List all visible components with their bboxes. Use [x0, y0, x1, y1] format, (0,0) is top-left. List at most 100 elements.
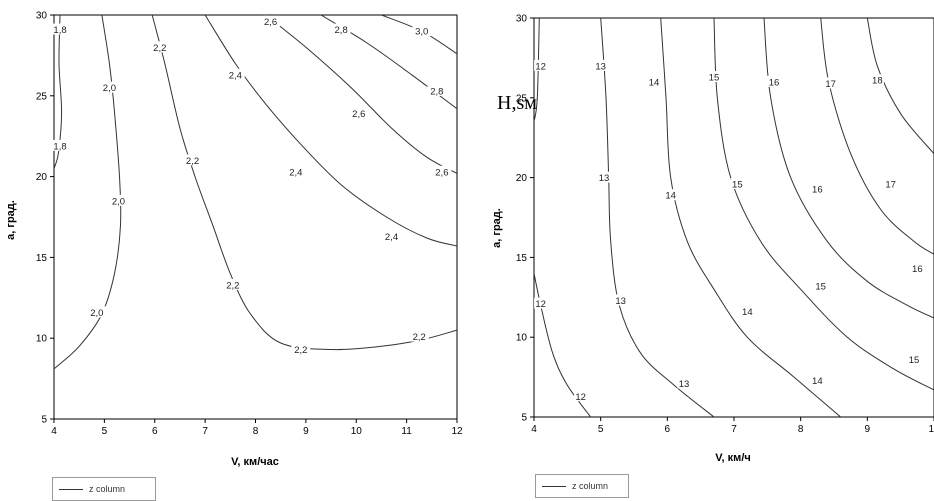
contour-label-bg	[87, 306, 107, 318]
chart-v-kmh: a, град. V, км/час 4 5 6 7 8 9 10 11 12510152025…	[5, 11, 463, 469]
contour-lines	[534, 18, 934, 417]
contour-label: 14	[665, 191, 676, 202]
contour-label-bg	[412, 25, 432, 37]
contour-label: 12	[535, 299, 546, 310]
y-tick-label: 30	[516, 14, 528, 25]
contour-label: 13	[615, 296, 626, 307]
contour-label: 2,4	[229, 70, 242, 81]
contour-label-bg	[225, 68, 245, 80]
contour-label: 2,0	[90, 308, 103, 319]
y-tick-label: 10	[516, 333, 528, 344]
contour-label: 14	[812, 376, 823, 387]
contour-label: 2,0	[103, 83, 116, 94]
contour-label-bg	[740, 305, 754, 317]
contour-lines	[54, 15, 457, 370]
y-tick-label: 25	[516, 93, 528, 104]
contour-label: 2,8	[430, 86, 443, 97]
contour-label: 16	[812, 184, 823, 195]
contour-label-bg	[409, 330, 429, 342]
contour-label: 2,2	[186, 156, 199, 167]
contour-label: 15	[909, 355, 920, 366]
y-tick-label: 15	[36, 253, 48, 264]
contour-label: 16	[912, 264, 923, 275]
contour-label-bg	[432, 165, 452, 177]
legend-line-icon	[542, 485, 566, 487]
y-tick-label: 20	[36, 172, 48, 183]
contour-label-bg	[677, 377, 691, 389]
contour-label-bg	[286, 165, 306, 177]
x-tick-label: 12	[451, 426, 463, 437]
contour-line-2-2	[151, 15, 457, 351]
contour-label: 2,6	[352, 109, 365, 120]
z-axis-label: H,sм	[497, 92, 537, 114]
contour-label-bg	[261, 15, 281, 27]
contour-label: 18	[872, 76, 883, 87]
contour-label-bg	[664, 189, 678, 201]
y-axis-label: a, град.	[5, 200, 17, 240]
y-tick-label: 30	[36, 11, 48, 22]
contour-label: 13	[599, 173, 610, 184]
contour-label-bg	[814, 280, 828, 292]
contour-label-bg	[349, 107, 369, 119]
x-tick-label: 5	[102, 426, 108, 437]
y-tick-label: 15	[516, 253, 528, 264]
contour-label-bg	[109, 194, 128, 206]
contour-label-bg	[223, 278, 243, 290]
contour-label: 2,8	[335, 25, 348, 36]
contour-label-bg	[574, 390, 588, 402]
y-tick-label: 10	[36, 334, 48, 345]
contour-label: 14	[649, 77, 660, 88]
contour-label-bg	[331, 23, 351, 35]
contour-label-bg	[597, 171, 611, 183]
contour-label: 2,2	[153, 43, 166, 54]
x-tick-label: 9	[303, 426, 309, 437]
contour-line-14	[660, 18, 842, 417]
contour-label-bg	[534, 59, 548, 71]
contour-line-2-6	[265, 15, 457, 174]
x-axis-label: V, км/час	[231, 456, 279, 468]
x-tick-label: 9	[865, 424, 871, 435]
contour-label: 17	[885, 179, 896, 190]
contour-label-bg	[100, 81, 119, 93]
contour-label: 2,0	[112, 196, 125, 207]
contour-line-17	[820, 18, 934, 255]
contour-label-bg	[183, 154, 202, 166]
x-tick-label: 11	[401, 426, 412, 437]
contour-line-13	[600, 18, 715, 417]
contour-label-bg	[910, 262, 924, 274]
x-tick-label: 5	[598, 424, 604, 435]
y-tick-label: 20	[516, 173, 528, 184]
contour-line-15	[713, 18, 934, 391]
contour-label: 1,8	[53, 141, 66, 152]
contour-label-bg	[594, 59, 608, 71]
contour-line-2-4	[204, 15, 457, 247]
contour-label-bg	[534, 297, 548, 309]
contour-label-bg	[150, 41, 170, 53]
y-axis-label: a, град.	[491, 208, 503, 248]
x-tick-label: 4	[531, 424, 537, 435]
x-tick-label: 10	[351, 426, 363, 437]
contour-label: 3,0	[415, 27, 428, 38]
contour-label: 16	[769, 77, 780, 88]
y-tick-label: 5	[41, 415, 47, 426]
x-axis-label: V, км/ч	[715, 452, 751, 464]
contour-label-bg	[730, 177, 744, 189]
y-tick-label: 5	[521, 413, 527, 424]
y-tick-label: 25	[36, 91, 48, 102]
contour-label-bg	[427, 84, 447, 96]
x-tick-label: 8	[798, 424, 804, 435]
contour-label-bg	[707, 71, 721, 83]
contour-label: 12	[535, 61, 546, 72]
contour-label-bg	[50, 23, 70, 35]
contour-label-bg	[907, 353, 921, 365]
contour-label: 13	[679, 379, 690, 390]
contour-label: 15	[709, 73, 720, 84]
contour-label-bg	[884, 177, 898, 189]
contour-label: 1,8	[53, 25, 66, 36]
contour-line-2-0	[54, 15, 122, 370]
contour-label: 13	[595, 61, 606, 72]
x-tick-label: 10	[928, 424, 934, 435]
contour-label-bg	[291, 343, 311, 355]
contour-label: 15	[732, 179, 743, 190]
legend-label: z column	[572, 481, 609, 491]
